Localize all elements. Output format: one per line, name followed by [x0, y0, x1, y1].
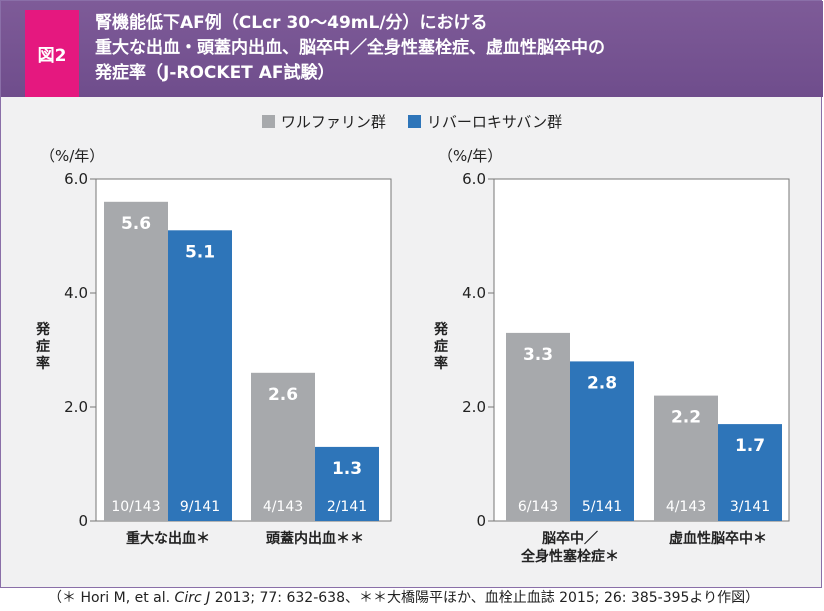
chart2-bar-value-label: 2.2 — [671, 408, 701, 428]
chart2-category-label: 虚血性脳卒中＊ — [669, 530, 767, 547]
figure-frame: 図2 腎機能低下AF例（CLcr 30〜49mL/分）における 重大な出血・頭蓋… — [0, 0, 823, 588]
chart1-category-label: 頭蓋内出血＊＊ — [266, 530, 364, 547]
chart1-y-tick-label: 0 — [78, 512, 88, 530]
footnote-suffix: 2013; 77: 632-638、＊＊大橋陽平ほか、血栓止血誌 2015; 2… — [210, 590, 760, 606]
chart1-bar-value-label: 2.6 — [268, 385, 298, 405]
chart1-bar-count-label: 2/141 — [327, 499, 367, 515]
chart1-bar — [104, 201, 168, 522]
chart2-bar-value-label: 2.8 — [587, 373, 617, 393]
figure-header: 図2 腎機能低下AF例（CLcr 30〜49mL/分）における 重大な出血・頭蓋… — [1, 1, 823, 97]
chart1-bar-count-label: 9/141 — [180, 499, 220, 515]
chart2-bar-count-label: 5/141 — [582, 499, 622, 515]
chart2-bar-count-label: 3/141 — [730, 499, 770, 515]
chart2-bar — [506, 332, 570, 521]
chart2-y-axis-label: 発症率 — [433, 321, 449, 372]
chart1-bar-value-label: 5.6 — [121, 214, 151, 234]
chart2-y-tick-label: 4.0 — [462, 284, 486, 302]
chart2-bar — [718, 424, 782, 521]
chart1-unit-label: （%/年） — [40, 147, 104, 165]
chart2-y-tick-label: 0 — [476, 512, 486, 530]
chart1-bar — [315, 446, 379, 521]
chart1-bar-count-label: 4/143 — [263, 499, 303, 515]
legend-label-rivaroxaban: リバーロキサバン群 — [426, 113, 563, 131]
legend-swatch-warfarin — [261, 115, 275, 128]
chart2-bar-value-label: 3.3 — [523, 345, 553, 365]
chart2-category-label: 全身性塞栓症＊ — [520, 548, 619, 565]
chart2-y-tick-label: 6.0 — [462, 170, 486, 188]
chart2-bar — [654, 395, 718, 521]
title-line-3: 発症率（J-ROCKET AF試験） — [95, 63, 335, 83]
chart1-bar-value-label: 5.1 — [185, 242, 215, 262]
legend-swatch-rivaroxaban — [407, 115, 421, 128]
chart1-y-tick-label: 4.0 — [64, 284, 88, 302]
footnote-prefix: （＊ Hori M, et al. — [48, 590, 175, 606]
chart2-category-label: 脳卒中／ — [542, 530, 598, 547]
chart1-y-axis-label: 発症率 — [35, 321, 51, 372]
legend-item-rivaroxaban: リバーロキサバン群 — [407, 111, 563, 132]
legend-label-warfarin: ワルファリン群 — [280, 113, 386, 131]
footnote-journal: Circ J — [174, 590, 211, 606]
chart2-bar-value-label: 1.7 — [735, 436, 765, 456]
chart1-bar — [251, 372, 315, 521]
bar-charts: （%/年） 0 2.0 4.0 6.0 発症率 5.6 10/143 5.1 9/141 重大な出血… — [35, 147, 790, 565]
chart1-bar — [168, 230, 232, 522]
chart2-bar-count-label: 4/143 — [666, 499, 706, 515]
chart2-y-tick-label: 2.0 — [462, 398, 486, 416]
chart1-bar-count-label: 10/143 — [111, 499, 160, 515]
legend-item-warfarin: ワルファリン群 — [261, 111, 386, 132]
title-line-1: 腎機能低下AF例（CLcr 30〜49mL/分）における — [95, 13, 488, 33]
chart1-category-label: 重大な出血＊ — [126, 530, 210, 547]
chart2-bar-count-label: 6/143 — [518, 499, 558, 515]
chart1-bar-value-label: 1.3 — [332, 459, 362, 479]
chart2-unit-label: （%/年） — [438, 147, 502, 165]
chart1-y-tick-label: 6.0 — [64, 170, 88, 188]
figure-label: 図2 — [25, 10, 79, 97]
chart1-y-tick-label: 2.0 — [64, 398, 88, 416]
figure-title: 腎機能低下AF例（CLcr 30〜49mL/分）における 重大な出血・頭蓋内出血… — [95, 11, 795, 86]
source-footnote: （＊ Hori M, et al. Circ J 2013; 77: 632-6… — [48, 588, 824, 608]
chart2-bar — [570, 361, 634, 521]
title-line-2: 重大な出血・頭蓋内出血、脳卒中／全身性塞栓症、虚血性脳卒中の — [95, 38, 605, 58]
chart-legend: ワルファリン群 リバーロキサバン群 — [1, 111, 823, 132]
